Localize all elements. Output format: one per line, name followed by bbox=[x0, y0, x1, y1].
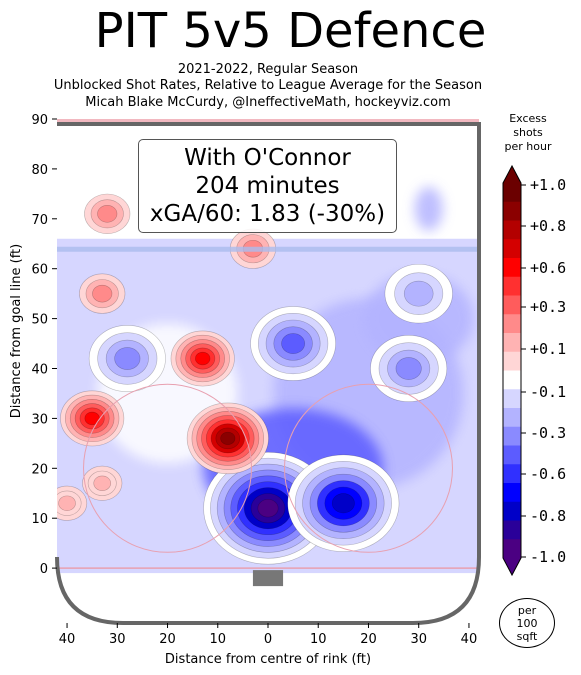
heat-region bbox=[414, 186, 443, 231]
heat-hot-spot bbox=[195, 351, 211, 366]
colorbar-swatch bbox=[503, 220, 521, 240]
y-tick-label: 30 bbox=[31, 412, 48, 427]
y-tick-label: 10 bbox=[31, 512, 48, 527]
annotation-player: With O'Connor bbox=[184, 145, 351, 171]
colorbar-top-arrow bbox=[503, 166, 521, 183]
colorbar: +1.0 +0.8 +0.6 +0.3 +0.1 -0.1 -0.3 -0.6 -0.8 -1.0 bbox=[502, 164, 566, 577]
colorbar-swatch bbox=[503, 501, 521, 521]
colorbar-title-line: Excess bbox=[509, 112, 547, 125]
annotation-box: With O'Connor 204 minutes xGA/60: 1.83 (… bbox=[138, 139, 397, 233]
y-tick-label: 20 bbox=[31, 462, 48, 477]
colorbar-swatch bbox=[503, 258, 521, 278]
colorbar-tick-label: -0.1 bbox=[530, 383, 566, 401]
subtitle-season: 2021-2022, Regular Season bbox=[177, 62, 359, 77]
per-area-line: 100 bbox=[516, 617, 538, 630]
colorbar-swatch bbox=[503, 239, 521, 259]
x-tick-label: 20 bbox=[159, 632, 176, 647]
colorbar-tick-label: +0.6 bbox=[530, 259, 566, 277]
per-area-line: per bbox=[517, 604, 537, 617]
x-tick-label: 10 bbox=[209, 632, 226, 647]
colorbar-swatch bbox=[503, 426, 521, 446]
goal-net bbox=[252, 570, 284, 587]
colorbar-tick-label: -0.3 bbox=[530, 424, 566, 442]
colorbar-tick-label: -1.0 bbox=[530, 548, 566, 566]
colorbar-swatch bbox=[503, 201, 521, 221]
faceoff-circle-right bbox=[283, 383, 453, 553]
x-tick-label: 40 bbox=[59, 632, 76, 647]
colorbar-swatch bbox=[503, 389, 521, 409]
y-tick-label: 0 bbox=[40, 562, 48, 577]
heat-cold-spot bbox=[395, 357, 422, 380]
heat-cold-spot bbox=[331, 493, 355, 514]
colorbar-swatch bbox=[503, 276, 521, 296]
x-axis-label: Distance from centre of rink (ft) bbox=[165, 652, 371, 667]
y-tick-label: 60 bbox=[31, 263, 48, 278]
subtitle-credit: Micah Blake McCurdy, @IneffectiveMath, h… bbox=[85, 95, 451, 110]
chart-title: PIT 5v5 Defence bbox=[94, 3, 487, 59]
colorbar-tick-label: +0.3 bbox=[530, 298, 566, 316]
per-area-badge: per 100 sqft bbox=[499, 598, 555, 648]
colorbar-swatch bbox=[503, 520, 521, 540]
heat-cold-spot bbox=[403, 280, 434, 307]
y-tick-label: 80 bbox=[31, 163, 48, 178]
colorbar-tick-label: +0.8 bbox=[530, 217, 566, 235]
x-tick-label: 30 bbox=[410, 632, 427, 647]
colorbar-swatch bbox=[503, 539, 521, 559]
colorbar-swatch bbox=[503, 408, 521, 428]
y-tick-label: 90 bbox=[31, 113, 48, 128]
colorbar-tick-label: +1.0 bbox=[530, 176, 566, 194]
x-tick-label: 30 bbox=[109, 632, 126, 647]
colorbar-tick-label: +0.1 bbox=[530, 340, 566, 358]
x-tick-label: 10 bbox=[310, 632, 327, 647]
colorbar-outline bbox=[502, 164, 522, 577]
heat-cold-spot bbox=[281, 333, 306, 354]
y-tick-label: 70 bbox=[31, 213, 48, 228]
heat-cold-spot bbox=[257, 499, 279, 518]
colorbar-swatch bbox=[503, 351, 521, 371]
faceoff-circle-left bbox=[83, 383, 253, 553]
colorbar-bottom-arrow bbox=[503, 558, 521, 575]
heat-hot-spot bbox=[220, 431, 236, 445]
colorbar-title: Excess shots per hour bbox=[500, 112, 556, 154]
y-axis-label: Distance from goal line (ft) bbox=[9, 244, 24, 418]
blue-line bbox=[57, 246, 479, 252]
colorbar-swatch bbox=[503, 295, 521, 315]
heat-hot-spot bbox=[93, 475, 111, 491]
colorbar-tick-label: -0.8 bbox=[530, 507, 566, 525]
x-tick-label: 20 bbox=[360, 632, 377, 647]
colorbar-swatch bbox=[503, 370, 521, 390]
y-tick-label: 40 bbox=[31, 363, 48, 378]
colorbar-swatch bbox=[503, 314, 521, 334]
per-area-line: sqft bbox=[516, 630, 538, 643]
heat-hot-spot bbox=[92, 284, 113, 303]
center-red-line bbox=[57, 119, 479, 124]
annotation-minutes: 204 minutes bbox=[195, 173, 340, 199]
rink-markings bbox=[55, 119, 481, 625]
annotation-xga: xGA/60: 1.83 (-30%) bbox=[149, 201, 386, 227]
heat-hot-spot bbox=[58, 495, 76, 511]
colorbar-tick-label: -0.6 bbox=[530, 465, 566, 483]
boards bbox=[55, 121, 481, 625]
heat-hot-spot bbox=[97, 205, 118, 223]
colorbar-swatch bbox=[503, 464, 521, 484]
colorbar-title-line: per hour bbox=[504, 140, 552, 153]
heat-cold-spot bbox=[114, 347, 141, 370]
colorbar-swatch bbox=[503, 333, 521, 353]
colorbar-swatch bbox=[503, 483, 521, 503]
y-tick-label: 50 bbox=[31, 313, 48, 328]
colorbar-title-line: shots bbox=[513, 126, 543, 139]
colorbar-swatch bbox=[503, 183, 521, 203]
subtitle-description: Unblocked Shot Rates, Relative to League… bbox=[53, 78, 483, 93]
heatmap-layer bbox=[57, 186, 479, 574]
axes: 40 30 20 10 0 10 20 30 40 0 10 20 30 40 50 60 70 80 90 Dist… bbox=[9, 113, 477, 667]
x-tick-label: 40 bbox=[461, 632, 478, 647]
colorbar-swatch bbox=[503, 445, 521, 465]
x-tick-label: 0 bbox=[264, 632, 272, 647]
